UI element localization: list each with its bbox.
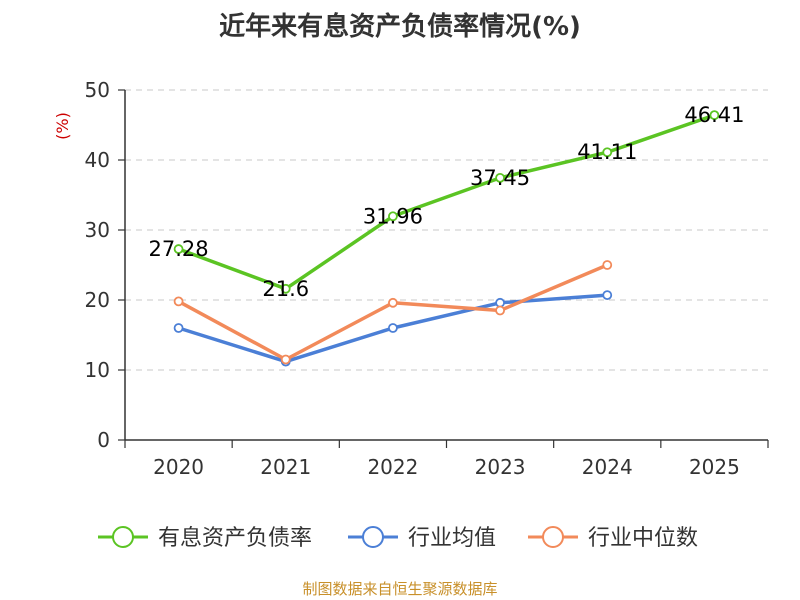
x-tick-label: 2024 (582, 455, 633, 479)
data-point (495, 172, 505, 183)
x-tick-label: 2020 (153, 455, 204, 479)
data-point (173, 244, 184, 254)
legend-item-0[interactable]: 有息资产负债率 (98, 526, 312, 551)
y-tick-label: 0 (97, 428, 110, 452)
legend-marker (362, 526, 384, 548)
y-axis-unit-label: (%) (53, 112, 72, 140)
series-line-2 (177, 263, 608, 362)
data-point (388, 297, 398, 308)
data-point (173, 323, 184, 333)
chart-title: 近年来有息资产负债率情况(%) (219, 12, 581, 42)
y-tick-label: 50 (85, 78, 110, 102)
data-label: 41.11 (577, 140, 637, 164)
data-point (388, 211, 398, 222)
y-tick-label: 20 (85, 288, 110, 312)
legend-item-1[interactable]: 行业均值 (348, 526, 496, 551)
data-point (495, 297, 505, 308)
source-note: 制图数据来自恒生聚源数据库 (302, 580, 498, 598)
data-point (388, 323, 398, 333)
data-point (173, 296, 184, 307)
legend-label: 行业均值 (408, 526, 496, 551)
data-label: 31.96 (363, 204, 423, 228)
data-point (280, 354, 291, 365)
data-label: 21.6 (262, 277, 309, 301)
y-tick-label: 40 (85, 148, 110, 172)
y-tick-label: 30 (85, 218, 110, 242)
data-point (602, 290, 613, 301)
axes: 0 10 20 30 40 50 2020 2021 2022 2023 2024 2025 (85, 78, 769, 479)
y-tick-label: 10 (85, 358, 110, 382)
x-tick-label: 2023 (475, 455, 526, 479)
data-point (602, 260, 613, 270)
data-point (602, 147, 613, 158)
series-lines (173, 110, 720, 367)
data-label: 46.41 (684, 103, 744, 127)
data-label: 37.45 (470, 166, 530, 190)
data-labels: 27.28 21.6 31.96 37.45 41.11 46.41 (149, 103, 745, 301)
grid-lines (125, 89, 768, 371)
x-tick-label: 2022 (367, 455, 418, 479)
data-label: 27.28 (149, 237, 209, 261)
legend-marker (542, 526, 564, 548)
data-point (709, 110, 720, 121)
x-tick-label: 2025 (689, 455, 740, 479)
x-tick-label: 2021 (260, 455, 311, 479)
legend-label: 行业中位数 (588, 526, 698, 551)
legend-label: 有息资产负债率 (158, 526, 312, 551)
data-point (280, 283, 291, 294)
data-point (495, 305, 505, 316)
series-line-0 (177, 113, 715, 291)
legend-item-2[interactable]: 行业中位数 (528, 526, 698, 551)
legend-marker (112, 526, 134, 548)
legend[interactable]: 有息资产负债率 行业均值 行业中位数 (98, 526, 698, 551)
